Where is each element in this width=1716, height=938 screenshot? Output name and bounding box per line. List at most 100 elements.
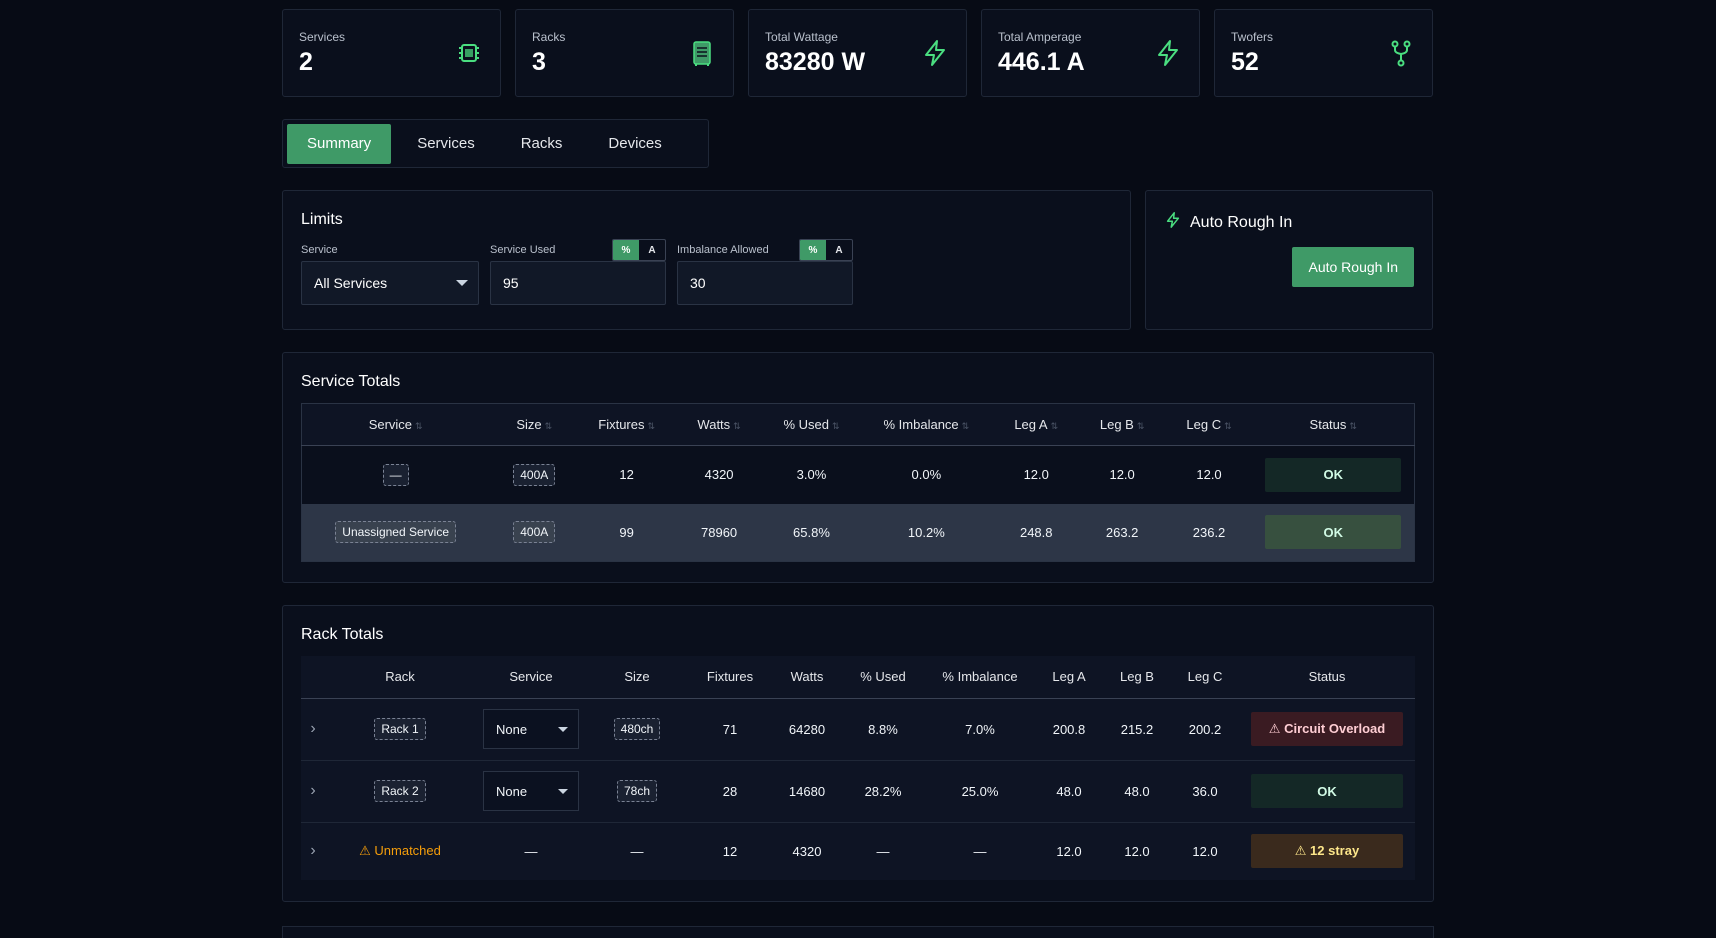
imbalance-label: Imbalance Allowed	[677, 244, 769, 256]
table-row[interactable]: Unassigned Service 400A 99 78960 65.8% 1…	[301, 503, 1415, 562]
watts-cell: 64280	[773, 698, 841, 761]
column-header: % Used	[841, 656, 925, 699]
imbalance-cell: 7.0%	[925, 698, 1035, 761]
imbalance-field: Imbalance Allowed % A 30	[677, 239, 853, 305]
auto-rough-in-button[interactable]: Auto Rough In	[1292, 247, 1414, 287]
service-chip[interactable]: —	[382, 463, 409, 486]
tab-racks[interactable]: Racks	[520, 135, 563, 152]
leg-b-cell: 263.2	[1078, 503, 1166, 562]
bolt-icon	[1153, 38, 1183, 68]
bolt-icon	[1164, 211, 1182, 234]
column-header: Rack	[325, 656, 475, 699]
column-header[interactable]: % Used ⇅	[764, 403, 859, 446]
rack-chip[interactable]: Rack 2	[374, 780, 426, 802]
service-totals-title: Service Totals	[301, 373, 401, 390]
column-header[interactable]: Watts ⇅	[674, 403, 765, 446]
chevron-right-icon[interactable]: ›	[310, 842, 316, 860]
rack-chip[interactable]: Rack 1	[374, 718, 426, 740]
imbalance-unit-toggle: % A	[799, 239, 853, 261]
used-cell: —	[841, 822, 925, 880]
column-header: Service	[475, 656, 587, 699]
fixtures-cell: 12	[619, 467, 634, 483]
tab-summary[interactable]: Summary	[287, 123, 392, 164]
service-label: Service	[301, 244, 338, 256]
column-header: Fixtures	[687, 656, 773, 699]
column-header[interactable]: Fixtures ⇅	[579, 403, 675, 446]
column-header[interactable]: Leg B ⇅	[1078, 403, 1166, 446]
rack-service-select[interactable]: None	[483, 771, 579, 811]
tab-devices[interactable]: Devices	[608, 135, 662, 152]
stat-value: 83280 W	[765, 48, 866, 76]
imbalance-cell: 10.2%	[858, 503, 994, 562]
used-cell: 28.2%	[841, 760, 925, 823]
stat-value: 3	[532, 48, 546, 76]
rack-service-select[interactable]: None	[483, 709, 579, 749]
stat-value: 446.1 A	[998, 48, 1085, 76]
service-used-input[interactable]: 95	[490, 261, 666, 305]
watts-cell: 78960	[674, 503, 765, 562]
size-chip: 480ch	[613, 718, 661, 740]
table-row: › Rack 1 None 480ch 71 64280 8.8% 7.0% 2…	[301, 698, 1415, 761]
column-header	[301, 656, 325, 699]
stat-label: Racks	[532, 30, 566, 44]
table-header-row: Rack Service Size Fixtures Watts % Used …	[301, 656, 1415, 699]
column-header[interactable]: Leg C ⇅	[1165, 403, 1253, 446]
leg-a-cell: 200.8	[1035, 698, 1103, 761]
column-header[interactable]: Status ⇅	[1252, 403, 1415, 446]
column-header[interactable]: % Imbalance ⇅	[858, 403, 994, 446]
imbalance-cell: 25.0%	[925, 760, 1035, 823]
service-totals-table: Service ⇅ Size ⇅ Fixtures ⇅ Watts ⇅ % Used ⇅ …	[301, 403, 1415, 562]
next-panel-edge	[282, 926, 1434, 938]
status-badge: ⚠ 12 stray	[1251, 834, 1403, 869]
column-header: Size	[587, 656, 687, 699]
column-header: Watts	[773, 656, 841, 699]
leg-a-cell: 12.0	[1023, 467, 1049, 483]
column-header: % Imbalance	[925, 656, 1035, 699]
stat-label: Total Wattage	[765, 30, 838, 44]
tab-services[interactable]: Services	[417, 135, 475, 152]
fixtures-cell: 99	[579, 503, 675, 562]
fixtures-cell: 28	[687, 760, 773, 823]
stat-label: Twofers	[1231, 30, 1274, 44]
unit-percent-button[interactable]: %	[613, 240, 639, 260]
service-select[interactable]: All Services	[301, 261, 479, 305]
imbalance-input[interactable]: 30	[677, 261, 853, 305]
stat-card-wattage: Total Wattage 83280 W	[748, 9, 967, 97]
status-badge: OK	[1265, 457, 1402, 492]
unit-amps-button[interactable]: A	[648, 244, 656, 256]
used-cell: 8.8%	[841, 698, 925, 761]
column-header[interactable]: Size ⇅	[489, 403, 580, 446]
table-row: › ⚠ Unmatched — — 12 4320 — — 12.0 12.0 …	[301, 822, 1415, 880]
leg-b-cell: 12.0	[1103, 822, 1171, 880]
watts-cell: 14680	[773, 760, 841, 823]
unit-percent-button[interactable]: %	[800, 240, 826, 260]
service-chip[interactable]: Unassigned Service	[335, 521, 457, 544]
column-header[interactable]: Service ⇅	[301, 403, 490, 446]
unit-amps-button[interactable]: A	[835, 244, 843, 256]
status-badge: OK	[1265, 515, 1402, 550]
bolt-icon	[920, 38, 950, 68]
chevron-down-icon	[456, 280, 468, 286]
auto-rough-in-panel: Auto Rough In Auto Rough In	[1145, 190, 1433, 330]
size-chip: 78ch	[616, 780, 658, 802]
leg-b-cell: 12.0	[1109, 467, 1135, 483]
rack-totals-title: Rack Totals	[301, 626, 384, 643]
column-header[interactable]: Leg A ⇅	[993, 403, 1079, 446]
chevron-right-icon[interactable]: ›	[310, 720, 316, 737]
column-header: Leg A	[1035, 656, 1103, 699]
stat-card-twofers: Twofers 52	[1214, 9, 1433, 97]
status-badge: OK	[1251, 774, 1403, 808]
stat-card-racks: Racks 3	[515, 9, 734, 97]
size-cell: —	[587, 822, 687, 880]
tab-bar: Summary Services Racks Devices	[282, 119, 709, 168]
leg-c-cell: 12.0	[1171, 822, 1239, 880]
rack-totals-table: Rack Service Size Fixtures Watts % Used …	[301, 656, 1415, 880]
chevron-right-icon[interactable]: ›	[310, 782, 316, 799]
stat-label: Total Amperage	[998, 30, 1082, 44]
unmatched-label: ⚠ Unmatched	[325, 822, 475, 880]
split-icon	[1386, 38, 1416, 68]
service-used-unit-toggle: % A	[612, 239, 666, 261]
leg-a-cell: 12.0	[1035, 822, 1103, 880]
rack-service-value: None	[496, 783, 528, 799]
table-row[interactable]: — 400A 12 4320 3.0% 0.0% 12.0 12.0 12.0 …	[302, 446, 1415, 504]
